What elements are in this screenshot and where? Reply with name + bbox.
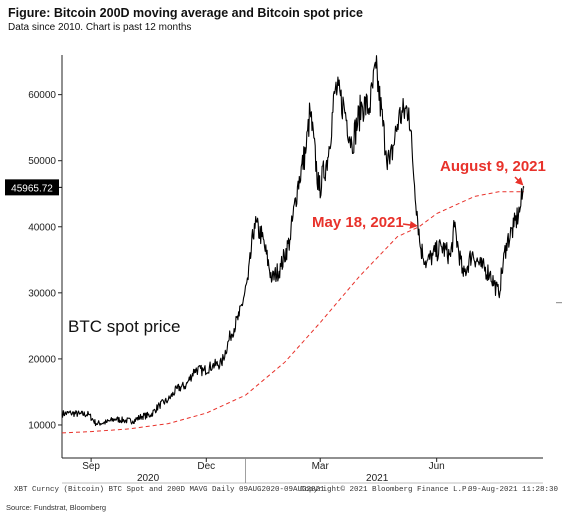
- y-tick-label: 30000: [28, 288, 56, 299]
- figure-subtitle: Data since 2010. Chart is past 12 months: [8, 22, 192, 33]
- annotations-layer: 45965.72 BTC spot price May 18, 2021 August…: [5, 158, 546, 336]
- footer-left: XBT Curncy (Bitcoin) BTC Spot and 200D M…: [14, 486, 325, 494]
- footer-copyright: Copyright© 2021 Bloomberg Finance L.P.: [300, 486, 472, 494]
- y-tick-label: 60000: [28, 90, 56, 101]
- may-18-annotation: May 18, 2021: [312, 214, 404, 231]
- x-tick-label: Sep: [82, 461, 100, 472]
- last-value-label: 45965.72: [11, 183, 53, 194]
- axis-ticks: 10000 20000 30000 40000 50000 60000 Sep Dec Mar J…: [28, 90, 445, 484]
- x-tick-label: Mar: [312, 461, 330, 472]
- y-tick-label: 50000: [28, 156, 56, 167]
- may-18-arrow: [402, 220, 418, 229]
- x-tick-label: Dec: [197, 461, 215, 472]
- series-layer: [61, 55, 525, 434]
- august-9-annotation: August 9, 2021: [440, 158, 546, 175]
- august-9-arrow: [514, 176, 524, 186]
- moving-average-200d-line: [61, 191, 524, 434]
- x-year-label: 2021: [366, 473, 389, 484]
- btc-spot-price-label: BTC spot price: [68, 317, 180, 336]
- last-value-tag: [5, 179, 59, 196]
- source-note: Source: Fundstrat, Bloomberg: [6, 503, 107, 512]
- btc-price-line: [61, 55, 525, 427]
- x-year-label: 2020: [137, 473, 160, 484]
- y-tick-label: 20000: [28, 354, 56, 365]
- y-tick-label: 40000: [28, 222, 56, 233]
- figure-title: Figure: Bitcoin 200D moving average and …: [8, 6, 363, 20]
- plot-axes: [61, 55, 562, 484]
- x-tick-label: Jun: [429, 461, 445, 472]
- footer-timestamp: 09-Aug-2021 11:28:30: [468, 486, 559, 494]
- y-tick-label: 10000: [28, 420, 56, 431]
